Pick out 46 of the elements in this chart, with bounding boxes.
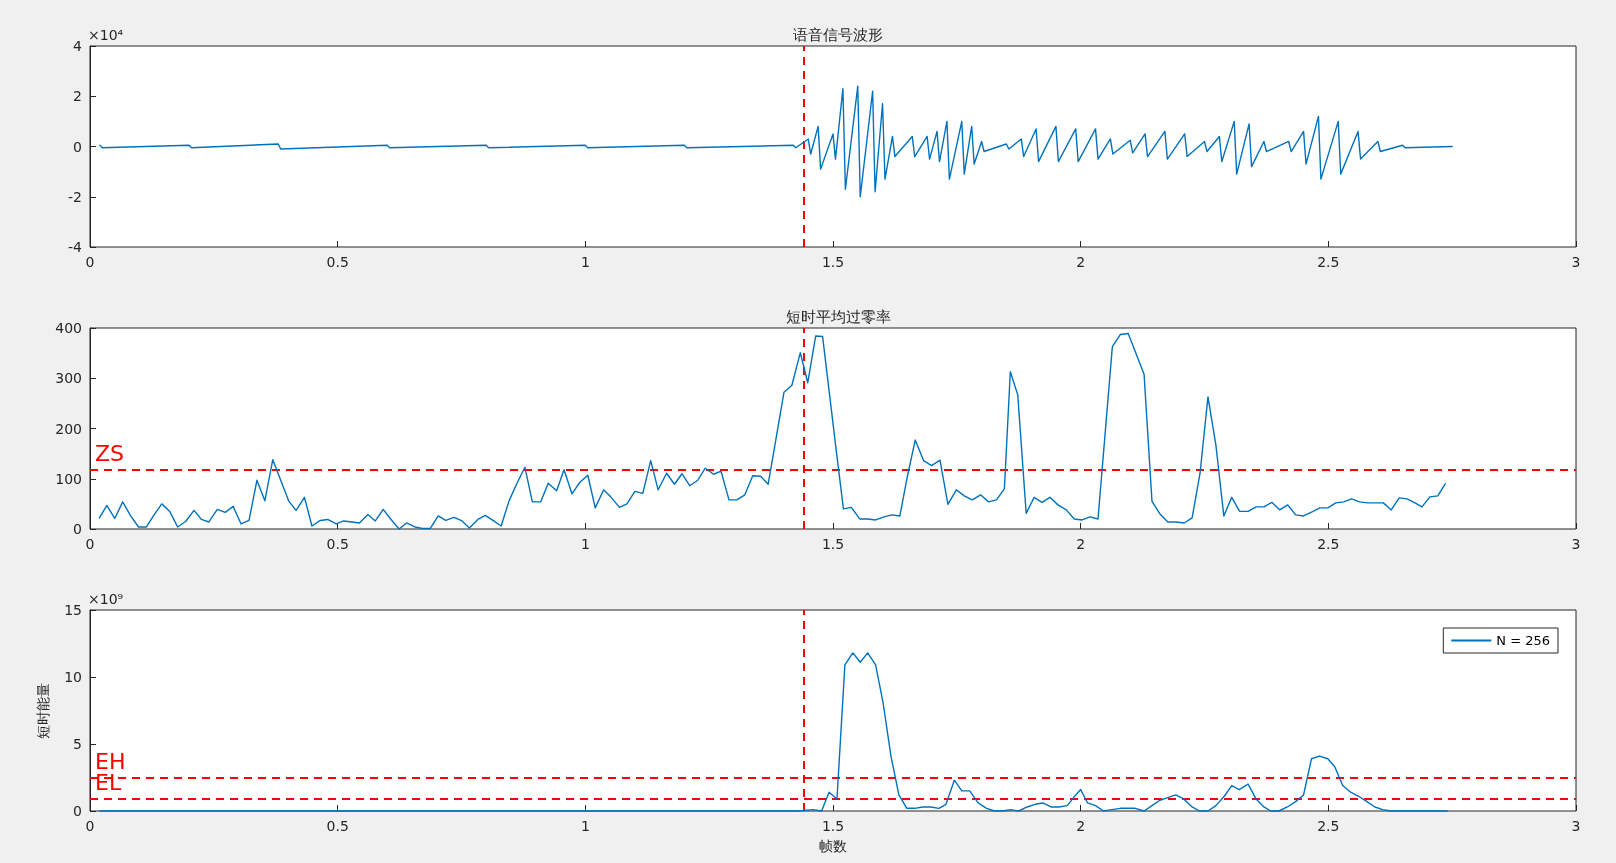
x-tick-label: 0 (85, 818, 95, 834)
y-tick-label: 0 (73, 138, 82, 155)
x-tick-label: 3 (1571, 254, 1581, 270)
x-axis-title: 帧数 (819, 838, 847, 854)
x-tick-label: 1 (580, 254, 590, 270)
y-tick-label: 2 (73, 88, 82, 105)
x-tick-label: 0 (85, 536, 95, 552)
chart-title: 语音信号波形 (793, 25, 883, 44)
y-tick-label: 0 (73, 803, 82, 819)
y-tick-label: 200 (55, 420, 82, 437)
text: ×10⁴ (88, 27, 124, 43)
x-tick-label: 2 (1076, 254, 1086, 270)
y-tick-label: -4 (68, 239, 83, 255)
x-tick-label: 0.5 (326, 536, 349, 552)
legend-label: N = 256 (1496, 633, 1551, 648)
x-tick-label: 1.5 (821, 818, 845, 834)
x-tick-label: 2.5 (1317, 818, 1340, 834)
y-tick-label: 300 (55, 370, 82, 387)
text: ×10⁹ (88, 591, 124, 607)
y-tick-label: 10 (64, 669, 82, 685)
y-tick-label: 4 (73, 38, 83, 54)
x-tick-label: 0.5 (326, 254, 349, 270)
y-tick-label: 15 (64, 602, 82, 618)
x-tick-label: 0.5 (326, 818, 349, 834)
x-tick-label: 1 (580, 536, 590, 552)
chart-title: 短时平均过零率 (785, 307, 891, 326)
x-tick-label: 3 (1571, 818, 1581, 834)
x-tick-label: 1 (580, 818, 590, 834)
x-tick-label: 1.5 (821, 536, 845, 552)
y-tick-label: 0 (73, 521, 82, 537)
x-tick-label: 3 (1571, 536, 1581, 552)
x-tick-label: 2 (1076, 536, 1086, 552)
line-series (99, 85, 1453, 198)
y-tick-label: 100 (55, 470, 82, 487)
x-tick-label: 0 (85, 254, 95, 270)
ref-line-label: ZS (95, 441, 125, 467)
x-tick-label: 1.5 (821, 254, 845, 270)
y-tick-label: 5 (73, 736, 82, 752)
x-tick-label: 2 (1076, 818, 1086, 834)
y-axis-title: 短时能量 (35, 682, 51, 739)
x-tick-label: 2.5 (1317, 536, 1340, 552)
y-tick-label: 400 (55, 320, 82, 336)
line-series (99, 652, 1448, 812)
line-series (98, 332, 1446, 530)
y-tick-label: -2 (68, 188, 82, 205)
x-tick-label: 2.5 (1317, 254, 1340, 270)
